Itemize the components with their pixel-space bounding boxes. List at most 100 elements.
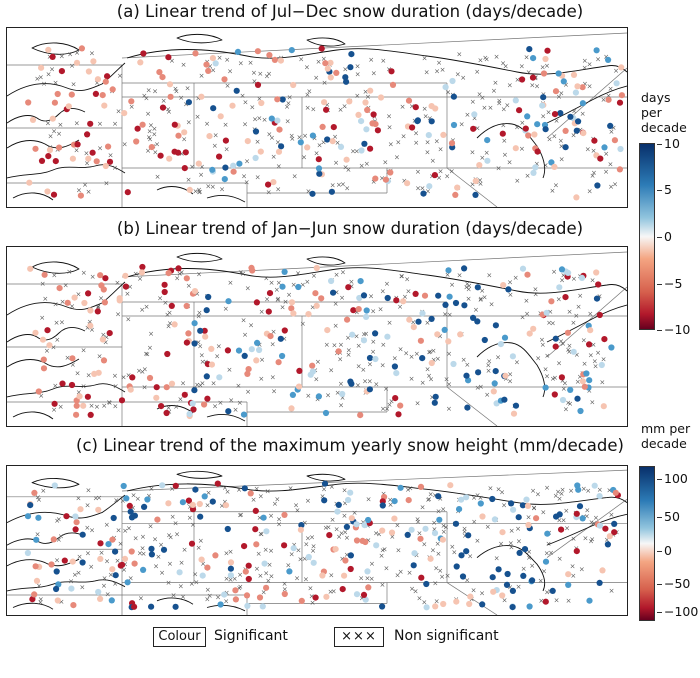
significant-station: [159, 104, 167, 111]
significant-station: [166, 155, 173, 162]
significant-station: [373, 542, 380, 549]
colorbar-days-tick: −5: [656, 276, 683, 291]
non-significant-station: ×: [100, 331, 106, 339]
significant-station: [502, 372, 509, 379]
non-significant-station: ×: [405, 486, 411, 494]
non-significant-station: ×: [240, 92, 246, 100]
significant-station: [362, 99, 369, 106]
non-significant-station: ×: [380, 287, 386, 295]
non-significant-station: ×: [76, 569, 82, 577]
non-significant-station: ×: [146, 87, 152, 95]
non-significant-station: ×: [144, 303, 150, 311]
significant-station: [290, 81, 297, 89]
non-significant-station: ×: [289, 132, 295, 140]
significant-station: [461, 302, 468, 309]
non-significant-station: ×: [532, 286, 538, 294]
significant-station: [542, 126, 549, 133]
non-significant-station: ×: [75, 370, 81, 378]
non-significant-station: ×: [275, 186, 281, 194]
significant-station: [450, 121, 458, 129]
non-significant-station: ×: [199, 163, 205, 171]
non-significant-station: ×: [316, 58, 322, 66]
non-significant-station: ×: [148, 122, 154, 130]
non-significant-station: ×: [394, 153, 400, 161]
significant-station: [365, 516, 372, 524]
significant-station: [48, 561, 55, 568]
significant-station: [253, 357, 260, 364]
map-panel-b: × × × × × × × × × × × × × × × × × × × × × × × × × × × × × × × × × × × × × × × ×…: [6, 246, 628, 427]
colorbar-height-tick: 0: [657, 543, 672, 558]
non-significant-station: ×: [151, 130, 157, 138]
significant-station: [526, 46, 533, 53]
significant-station: [466, 600, 473, 608]
non-significant-station: ×: [415, 185, 421, 193]
significant-station: [467, 593, 474, 600]
non-significant-station: ×: [53, 79, 59, 87]
non-significant-station: ×: [496, 165, 502, 173]
non-significant-station: ×: [463, 283, 469, 291]
non-significant-station: ×: [127, 283, 133, 291]
significant-station: [32, 563, 39, 570]
panel-b-title: (b) Linear trend of Jan−Jun snow duratio…: [116, 219, 584, 238]
non-significant-station: ×: [320, 493, 326, 501]
non-significant-station: ×: [275, 139, 281, 147]
non-significant-station: ×: [313, 74, 319, 82]
non-significant-station: ×: [115, 557, 121, 565]
non-significant-station: ×: [275, 296, 281, 304]
significant-station: [61, 557, 68, 564]
significant-station: [50, 536, 57, 543]
non-significant-station: ×: [189, 163, 195, 171]
coastline-path: [12, 192, 54, 201]
non-significant-station: ×: [601, 356, 607, 364]
significant-station: [204, 395, 211, 402]
non-significant-station: ×: [595, 56, 601, 64]
significant-station: [360, 292, 368, 299]
significant-station: [127, 508, 134, 515]
significant-station: [279, 352, 286, 360]
non-significant-station: ×: [365, 522, 371, 530]
non-significant-station: ×: [198, 537, 204, 545]
non-significant-station: ×: [336, 181, 342, 189]
non-significant-station: ×: [305, 187, 311, 195]
non-significant-station: ×: [525, 172, 531, 180]
significant-station: [153, 384, 160, 391]
non-significant-station: ×: [519, 145, 525, 153]
non-significant-station: ×: [181, 61, 187, 69]
non-significant-station: ×: [494, 555, 500, 563]
non-significant-station: ×: [540, 113, 546, 121]
significant-station: [78, 45, 85, 52]
significant-station: [281, 327, 288, 334]
non-significant-station: ×: [541, 568, 547, 576]
non-significant-station: ×: [143, 94, 149, 102]
significant-station: [526, 330, 533, 337]
non-significant-station: ×: [181, 135, 187, 143]
non-significant-station: ×: [597, 486, 603, 494]
significant-station: [267, 333, 274, 340]
non-significant-station: ×: [258, 493, 264, 501]
significant-station: [591, 137, 598, 144]
non-significant-station: ×: [446, 380, 452, 388]
coastline-path: [7, 494, 126, 523]
non-significant-station: ×: [597, 292, 603, 300]
non-significant-station: ×: [608, 85, 614, 93]
non-significant-station: ×: [464, 111, 470, 119]
significant-station: [572, 89, 580, 96]
non-significant-station: ×: [266, 188, 272, 196]
non-significant-station: ×: [291, 541, 297, 549]
non-significant-station: ×: [491, 87, 497, 95]
non-significant-station: ×: [547, 135, 553, 143]
non-significant-station: ×: [285, 117, 291, 125]
significant-station: [133, 138, 140, 145]
non-significant-station: ×: [466, 282, 472, 290]
significant-station: [225, 298, 232, 305]
non-significant-station: ×: [82, 181, 88, 189]
significant-station: [490, 588, 497, 595]
significant-station: [372, 355, 379, 363]
significant-station: [321, 480, 329, 487]
significant-station: [565, 581, 572, 588]
significant-station: [69, 558, 76, 565]
non-significant-station: ×: [162, 299, 168, 307]
significant-station: [54, 597, 61, 604]
significant-station: [240, 411, 248, 418]
significant-station: [450, 360, 457, 368]
